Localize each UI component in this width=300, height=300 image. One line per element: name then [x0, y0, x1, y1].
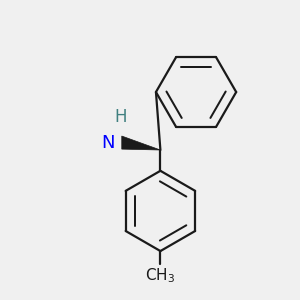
Polygon shape: [122, 136, 160, 150]
Text: CH$_3$: CH$_3$: [145, 266, 175, 285]
Text: N: N: [101, 134, 114, 152]
Text: H: H: [114, 108, 127, 126]
